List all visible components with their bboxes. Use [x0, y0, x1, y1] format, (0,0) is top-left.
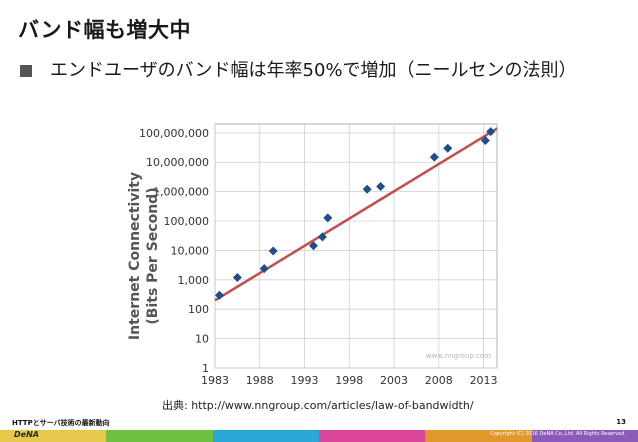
footer-color-segment [318, 430, 426, 442]
y-tick-label: 10,000,000 [146, 156, 209, 169]
y-axis-title-line2: (Bits Per Second) [145, 187, 161, 324]
y-axis-title-line1: Internet Connectivity [127, 172, 143, 340]
x-tick-label: 1988 [246, 374, 274, 387]
footer-color-segment [106, 430, 213, 442]
data-point [443, 143, 453, 153]
trend-line [214, 127, 498, 302]
footer-color-segment [212, 430, 319, 442]
x-tick-label: 1983 [201, 374, 229, 387]
y-tick-label: 10,000 [171, 244, 210, 257]
plot-area [214, 123, 498, 369]
data-point [317, 232, 327, 242]
data-point [308, 241, 318, 251]
x-tick-label: 2013 [470, 374, 498, 387]
copyright-text: Copyright (C) 2016 DeNA Co.,Ltd. All Rig… [490, 431, 626, 437]
x-tick-label: 2008 [425, 374, 453, 387]
data-point [214, 290, 224, 300]
bandwidth-chart: 1 10 100 1,000 10,000 100,000 1,000,000 10,000,… [127, 123, 498, 387]
data-point [480, 135, 490, 145]
y-tick-label: 1 [202, 362, 209, 375]
chart-watermark: www.nngroup.com [426, 352, 491, 360]
data-point [259, 264, 269, 274]
y-tick-label: 10 [195, 333, 209, 346]
dena-logo: DeNA [14, 430, 39, 439]
source-citation: 出典: http://www.nngroup.com/articles/law-… [162, 399, 474, 412]
y-tick-label: 100,000,000 [139, 127, 209, 140]
x-tick-label: 1993 [291, 374, 319, 387]
footer-title: HTTPとサーバ技術の最新動向 [12, 419, 110, 427]
data-point [362, 184, 372, 194]
data-point [232, 272, 242, 282]
data-point [429, 152, 439, 162]
x-tick-label: 1998 [335, 374, 363, 387]
data-point [268, 246, 278, 256]
y-tick-label: 1,000 [178, 274, 210, 287]
footer-color-segment [531, 430, 638, 442]
bullet-square-icon [20, 65, 32, 77]
data-point [376, 181, 386, 191]
footer-color-segment [0, 430, 107, 442]
footer-color-bar [0, 430, 638, 442]
bullet-text: エンドユーザのバンド幅は年率50%で増加（ニールセンの法則） [50, 60, 577, 81]
x-tick-label: 2003 [380, 374, 408, 387]
y-tick-label: 100,000 [164, 215, 210, 228]
page-number: 13 [616, 418, 626, 426]
y-tick-label: 1,000,000 [153, 186, 209, 199]
footer-color-segment [425, 430, 532, 442]
slide-title: バンド幅も増大中 [18, 18, 192, 42]
y-tick-label: 100 [188, 303, 209, 316]
data-point [323, 213, 333, 223]
